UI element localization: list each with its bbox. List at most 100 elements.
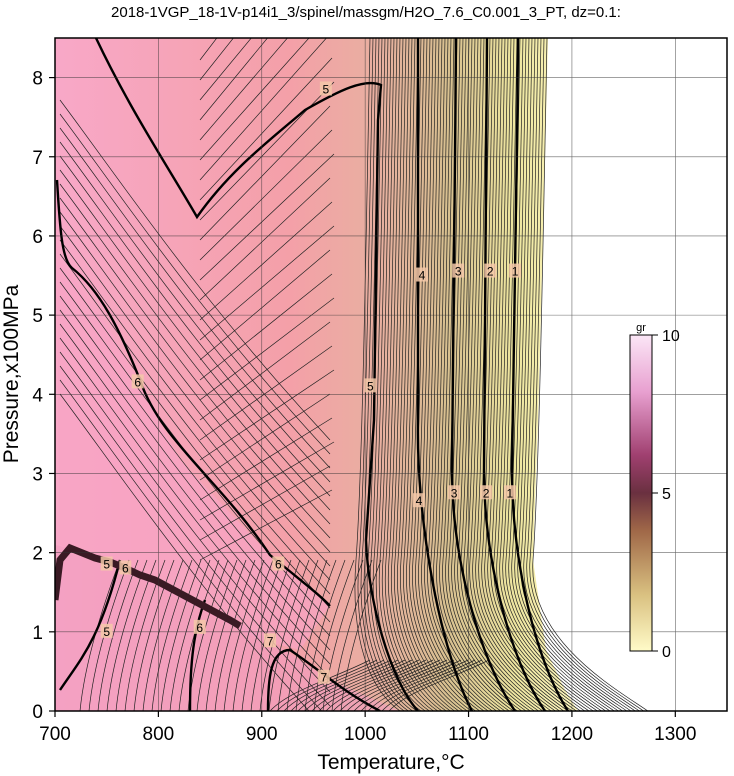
contour-line — [115, 559, 157, 711]
contour-line — [400, 38, 464, 711]
contour-line — [199, 369, 335, 461]
contour-line — [460, 38, 548, 711]
contour-line — [196, 559, 238, 711]
contour-label: 4 — [419, 269, 426, 283]
plot-area — [55, 38, 649, 711]
contour-line — [199, 273, 333, 381]
contour-line — [59, 239, 331, 581]
grid — [54, 38, 727, 712]
contour-line — [311, 659, 413, 711]
bold-contour — [266, 648, 381, 711]
y-axis: 0 1 2 3 4 5 6 7 8 — [32, 69, 55, 723]
contour-label: 5 — [103, 625, 110, 639]
contour-label: 7 — [320, 671, 327, 685]
contour-line — [354, 38, 401, 711]
colorbar: gr 0 5 10 — [629, 322, 680, 661]
contour-line — [232, 559, 274, 711]
y-tick-label: 5 — [32, 306, 43, 327]
field-bottom — [55, 545, 400, 711]
y-tick-label: 8 — [32, 69, 43, 90]
contour-line — [367, 659, 469, 711]
contour-line — [448, 38, 531, 711]
colorbar-ticks: 0 5 10 — [652, 328, 680, 661]
contour-line — [409, 38, 476, 711]
contour-line — [199, 38, 327, 181]
contour-line — [199, 177, 331, 301]
contour-line — [369, 38, 422, 711]
contour-line — [433, 38, 510, 711]
phase-boundary — [55, 543, 242, 630]
y-tick-label: 4 — [32, 385, 43, 406]
contour-line — [332, 659, 434, 711]
y-tick-label: 1 — [32, 623, 43, 644]
contour-line — [403, 38, 468, 711]
contour-label: 1 — [507, 486, 514, 500]
y-tick-label: 3 — [32, 464, 43, 485]
contour-line — [205, 559, 247, 711]
contour-label: 2 — [483, 486, 490, 500]
contour-label-bg — [119, 560, 132, 575]
contour-line — [59, 127, 331, 469]
colorbar-tick-label: 0 — [662, 644, 671, 661]
contour-label: 4 — [416, 494, 423, 508]
contour-line — [427, 38, 502, 711]
contour-line — [393, 38, 455, 711]
contour-line — [59, 183, 331, 525]
contour-line — [322, 559, 364, 711]
contour-line — [223, 559, 265, 711]
contour-line — [523, 38, 636, 711]
contour-line — [472, 38, 565, 711]
contour-line — [59, 197, 331, 539]
contour-line — [526, 38, 640, 711]
contour-label-bg — [193, 619, 206, 634]
bold-contour — [482, 38, 546, 711]
field-lower-left — [55, 150, 330, 650]
contour-label-bg — [452, 263, 465, 278]
contour-line — [517, 38, 628, 711]
contour-line — [384, 38, 443, 711]
contour-line — [514, 38, 623, 711]
y-axis-label: Pressure,x100MPa — [0, 284, 23, 463]
contour-line — [457, 38, 544, 711]
colorbar-tick-label: 5 — [662, 486, 671, 503]
contour-line — [59, 323, 331, 665]
contour-line — [499, 38, 602, 711]
contour-line — [297, 659, 399, 711]
contour-line — [493, 38, 594, 711]
y-tick-label: 2 — [32, 544, 43, 565]
chart-title: 2018-1VGP_18-1V-p14i1_3/spinel/massgm/H2… — [111, 4, 621, 21]
contour-line — [397, 38, 460, 711]
contour-line — [124, 559, 166, 711]
contour-line — [466, 38, 556, 711]
contour-line — [463, 38, 552, 711]
contour-line — [490, 38, 590, 711]
contour-label: 5 — [323, 82, 330, 96]
contour-label: 3 — [451, 486, 458, 500]
contour-line — [340, 559, 382, 711]
contour-line — [59, 141, 331, 483]
contour-line — [268, 559, 310, 711]
bold-contour — [94, 38, 419, 711]
contour-label-bg — [272, 556, 285, 571]
contour-label: 6 — [134, 375, 141, 389]
contour-label: 1 — [512, 265, 519, 279]
contour-line — [59, 113, 331, 455]
x-tick-label: 900 — [246, 724, 278, 745]
bold-contour — [188, 599, 207, 711]
contour-line — [436, 38, 514, 711]
contour-line — [360, 38, 409, 711]
contour-label-bg — [448, 485, 461, 500]
bold-contour — [416, 38, 474, 711]
contour-label: 6 — [196, 621, 203, 635]
contour-line — [199, 38, 310, 161]
contour-line — [133, 559, 175, 711]
contour-line — [374, 659, 476, 711]
contour-line — [199, 38, 288, 141]
y-tick-label: 7 — [32, 148, 43, 169]
contour-line — [199, 345, 333, 441]
colorbar-scale — [629, 334, 653, 652]
contour-line — [481, 38, 577, 711]
bold-contour — [510, 38, 570, 711]
contour-line — [390, 38, 451, 711]
